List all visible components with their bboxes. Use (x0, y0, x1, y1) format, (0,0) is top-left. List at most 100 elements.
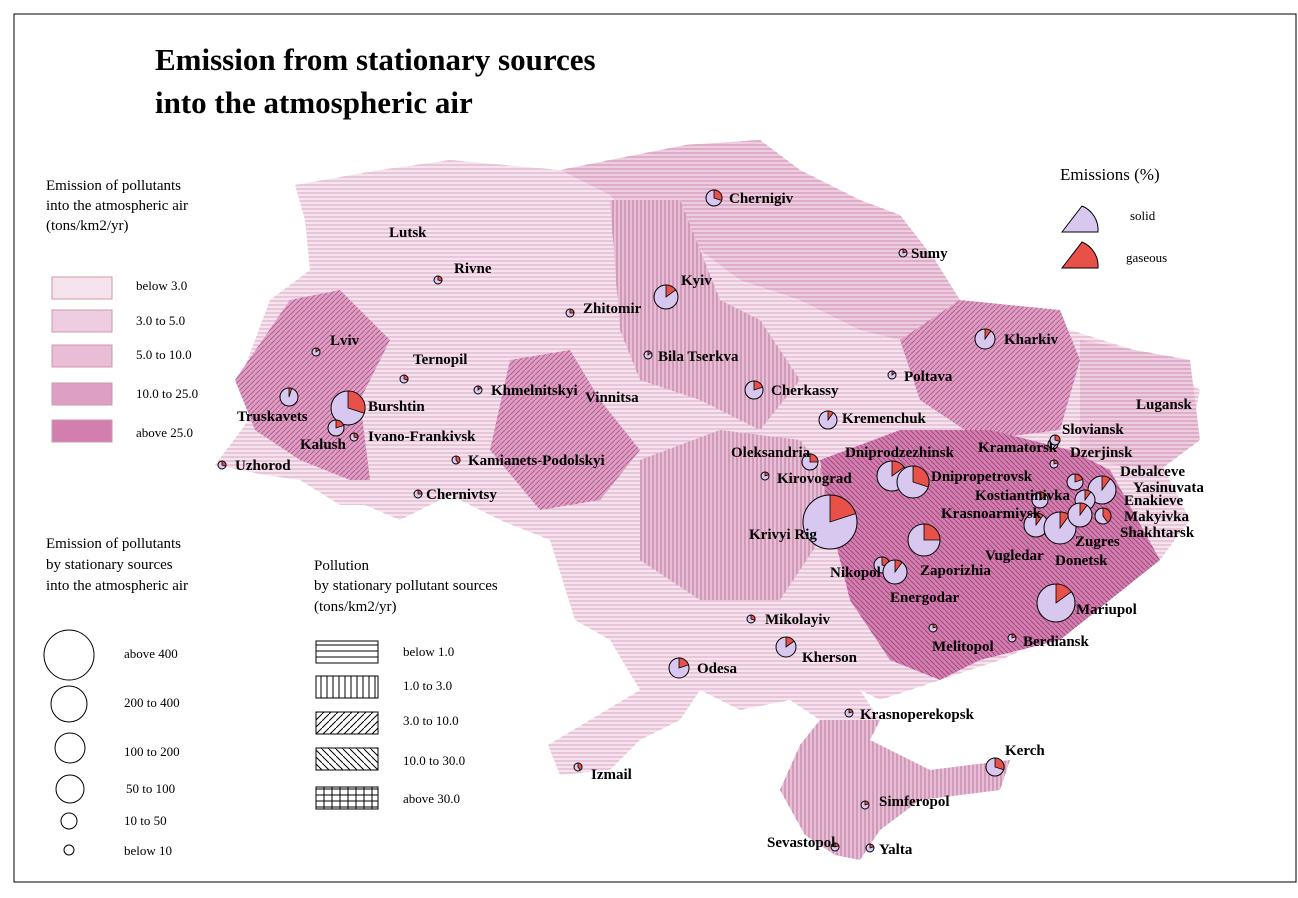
city-label: Kyiv (681, 273, 712, 289)
gaseous-share (984, 328, 992, 341)
city-label: Bila Tserkva (658, 349, 739, 365)
region (610, 200, 800, 430)
gaseous-share (678, 657, 690, 669)
city-label: Chernigiv (729, 191, 794, 207)
legend-label: 3.0 to 10.0 (403, 713, 459, 728)
city-label: Uzhorod (235, 458, 291, 474)
gaseous-share (455, 455, 461, 464)
city-label: Vinnitsa (585, 390, 639, 406)
region (560, 140, 960, 340)
legend-label: 100 to 200 (124, 744, 180, 759)
region (1080, 340, 1200, 470)
legend-swatch (51, 344, 113, 368)
size-symbol (54, 732, 86, 764)
city-label: Truskavets (237, 409, 308, 425)
gaseous-share (912, 465, 930, 488)
city-label: Khmelnitskyi (491, 383, 578, 399)
size-symbol (63, 844, 75, 856)
gaseous-share (1102, 507, 1112, 524)
city-label: Ivano-Frankivsk (368, 429, 476, 445)
gaseous-share (1079, 502, 1088, 517)
legend-title: into the atmospheric air (46, 198, 188, 214)
legend-swatch (51, 276, 113, 300)
legend-label: above 400 (124, 646, 178, 661)
gaseous-share (569, 308, 575, 314)
gaseous-share (288, 387, 293, 398)
city-label: Yasinuvata (1133, 480, 1204, 496)
gaseous-share (923, 523, 941, 541)
gaseous-share (221, 460, 227, 467)
gaseous-share (809, 453, 819, 463)
size-symbol (50, 685, 88, 723)
region (640, 430, 830, 600)
legend-symbol (1060, 205, 1099, 233)
city-label: Mariupol (1076, 602, 1137, 618)
gaseous-share (829, 494, 857, 523)
pattern-legend: Pollution by stationary pollutant source… (314, 558, 498, 810)
gaseous-share (1053, 459, 1059, 465)
gaseous-share (403, 374, 409, 381)
city-label: Dzerjinsk (1070, 445, 1133, 461)
legend-label: 1.0 to 3.0 (403, 678, 452, 693)
legend-title: into the atmospheric air (46, 578, 188, 594)
legend-title: Emission of pollutants (46, 536, 181, 552)
size-symbol (60, 812, 78, 830)
city-label: Ternopil (413, 352, 467, 368)
city-label: Zugres (1075, 534, 1120, 550)
gaseous-share (1101, 475, 1111, 492)
gaseous-share (1035, 512, 1044, 527)
size-symbol (43, 629, 95, 681)
city-label: Kherson (802, 650, 858, 666)
city-label: Shakhtarsk (1120, 525, 1195, 541)
legend-title: Emission of pollutants (46, 178, 181, 194)
city-label: Cherkassy (771, 383, 839, 399)
city-label: Lutsk (389, 225, 427, 241)
city-label: Poltava (904, 369, 953, 385)
gaseous-share (994, 757, 1005, 771)
legend-label: 200 to 400 (124, 695, 180, 710)
legend-label: below 3.0 (136, 278, 187, 293)
city-label: Zaporizhia (920, 563, 991, 579)
city-label: Zhitomir (583, 301, 642, 317)
size-symbol (55, 774, 85, 804)
gaseous-share (869, 843, 875, 849)
city-label: Dnipropetrovsk (931, 469, 1033, 485)
legend-label: 10.0 to 25.0 (136, 386, 198, 401)
gaseous-share (1055, 583, 1072, 604)
city-label: Odesa (697, 661, 738, 677)
gaseous-share (1039, 491, 1048, 501)
map-title: into the atmospheric air (155, 85, 473, 120)
legend-swatch (51, 309, 113, 333)
city-label: Oleksandria (731, 445, 811, 461)
city-label: Debalceve (1120, 464, 1185, 480)
gaseous-share (894, 559, 903, 574)
region (490, 350, 640, 510)
city-label: Izmail (591, 767, 632, 783)
city-label: Donetsk (1055, 553, 1108, 569)
share-legend: Emissions (%) solid gaseous (1060, 165, 1167, 269)
city-label: Simferopol (879, 794, 950, 810)
city-label: Kremenchuk (842, 411, 927, 427)
legend-label: 10.0 to 30.0 (403, 753, 465, 768)
city-label: Mikolayiv (765, 612, 831, 628)
legend-label: 3.0 to 5.0 (136, 313, 185, 328)
gaseous-share (417, 489, 423, 495)
legend-swatch (315, 747, 379, 771)
city-label: Enakieve (1124, 493, 1184, 509)
city-label: Krasnoarmiysk (941, 506, 1042, 522)
city-label: Kostiantinivka (975, 488, 1071, 504)
legend-swatch (51, 382, 113, 406)
gaseous-share (764, 471, 770, 477)
gaseous-share (647, 350, 652, 356)
gaseous-share (347, 390, 366, 414)
gaseous-share (315, 347, 320, 353)
legend-swatch (315, 675, 379, 699)
gaseous-share (1011, 633, 1017, 639)
city-label: Melitopol (932, 639, 994, 655)
country (215, 140, 1200, 860)
gaseous-share (713, 189, 723, 201)
city-label: Sevastopol (767, 835, 835, 851)
legend-title: Pollution (314, 558, 370, 574)
gaseous-share (864, 800, 870, 806)
legend-label: above 25.0 (136, 425, 193, 440)
